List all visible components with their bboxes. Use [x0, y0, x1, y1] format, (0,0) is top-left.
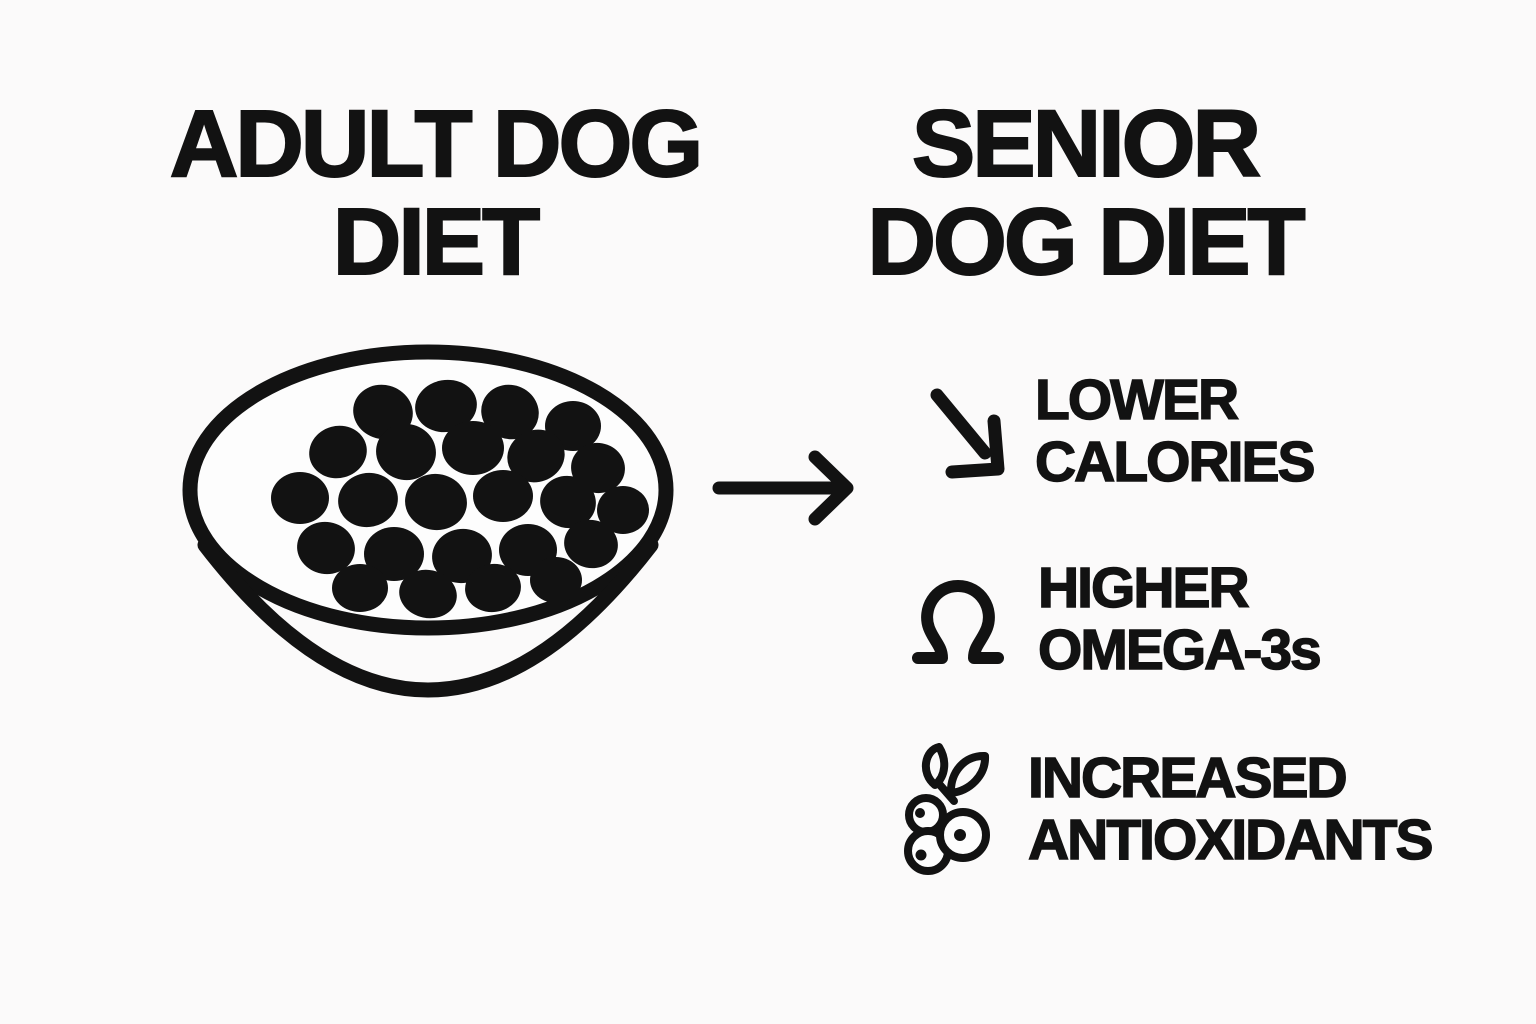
- benefit-row-higher-omega3: HIGHER OMEGA-3s: [908, 556, 1322, 682]
- benefit-label-line2: OMEGA-3s: [1037, 618, 1322, 682]
- benefit-label-line1: INCREASED: [1027, 746, 1348, 811]
- adult-diet-title: ADULT DOG DIET: [135, 91, 735, 295]
- adult-diet-title-line1: ADULT DOG: [169, 91, 705, 197]
- kibble-pieces: [271, 379, 649, 619]
- benefit-label-line2: ANTIOXIDANTS: [1027, 808, 1434, 872]
- kibble-plate-icon: [178, 340, 678, 710]
- omega-symbol-icon: [908, 570, 1008, 670]
- benefit-label: HIGHER OMEGA-3s: [1037, 556, 1322, 682]
- benefit-label: INCREASED ANTIOXIDANTS: [1027, 746, 1434, 872]
- benefit-label-line1: LOWER: [1034, 368, 1240, 433]
- right-arrow-icon: [705, 445, 865, 535]
- benefit-row-increased-antioxidants: INCREASED ANTIOXIDANTS: [898, 740, 1434, 880]
- senior-diet-title: SENIOR DOG DIET: [835, 91, 1335, 295]
- senior-diet-title-line1: SENIOR: [911, 91, 1262, 197]
- benefit-row-lower-calories: LOWER CALORIES: [915, 368, 1316, 494]
- berries-icon: [898, 742, 998, 878]
- benefit-label-line2: CALORIES: [1034, 430, 1316, 494]
- adult-diet-title-line2: DIET: [332, 188, 541, 295]
- benefit-label-line1: HIGHER: [1037, 556, 1250, 621]
- benefit-label: LOWER CALORIES: [1034, 368, 1316, 494]
- decrease-arrow-icon: [915, 385, 1005, 480]
- senior-diet-title-line2: DOG DIET: [866, 188, 1306, 295]
